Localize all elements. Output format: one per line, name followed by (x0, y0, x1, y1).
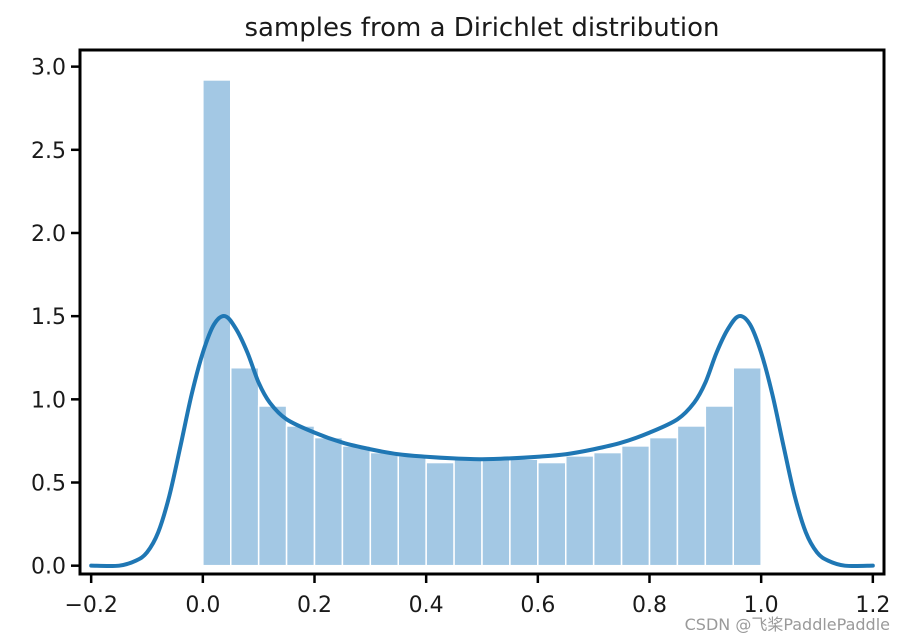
histogram-bar (230, 366, 260, 567)
density-curve (89, 314, 875, 569)
histogram-bar (620, 445, 651, 567)
density-curve-layer (89, 314, 875, 569)
chart-title: samples from a Dirichlet distribution (244, 13, 719, 43)
histogram-bar (592, 451, 623, 567)
x-tick-label: 0.0 (185, 593, 220, 618)
histogram-bar (537, 461, 567, 567)
plot-frame (78, 48, 886, 576)
histogram-bar (509, 458, 539, 567)
y-tick-label: 1.5 (31, 305, 66, 330)
y-axis: 0.0 0.5 1.0 1.5 2.0 2.5 3.0 (31, 56, 80, 580)
y-tick-label: 2.0 (31, 222, 66, 247)
x-tick-label: 0.6 (520, 593, 555, 618)
x-tick-label: 0.4 (409, 593, 444, 618)
y-tick-label: 3.0 (31, 56, 66, 81)
histogram-bar (341, 445, 372, 567)
x-tick-label: 1.2 (855, 593, 890, 618)
x-tick-label: 0.2 (297, 593, 332, 618)
histogram-bar (397, 455, 427, 567)
watermark: CSDN @飞桨PaddlePaddle (685, 615, 890, 634)
histogram-bar (369, 451, 400, 567)
x-axis: −0.2 0.0 0.2 0.4 0.6 0.8 1.0 1.2 (64, 574, 890, 618)
histogram-bars (202, 79, 762, 567)
histogram-bar (453, 458, 483, 567)
histogram-bar (648, 436, 679, 567)
x-tick-label: 1.0 (744, 593, 779, 618)
histogram-bar (313, 436, 344, 567)
histogram-bar (285, 425, 316, 567)
x-tick-label: 0.8 (632, 593, 667, 618)
histogram-bar (425, 461, 455, 567)
histogram-bar (732, 366, 762, 567)
y-tick-label: 1.0 (31, 388, 66, 413)
histogram-bar (676, 425, 707, 567)
y-tick-label: 2.5 (31, 139, 66, 164)
y-tick-label: 0.0 (31, 555, 66, 580)
histogram-bar (565, 455, 595, 567)
x-tick-label: −0.2 (64, 593, 117, 618)
histogram-bar (257, 405, 288, 567)
y-tick-label: 0.5 (31, 472, 66, 497)
histogram-bar (704, 405, 734, 567)
histogram-bar (481, 458, 511, 567)
